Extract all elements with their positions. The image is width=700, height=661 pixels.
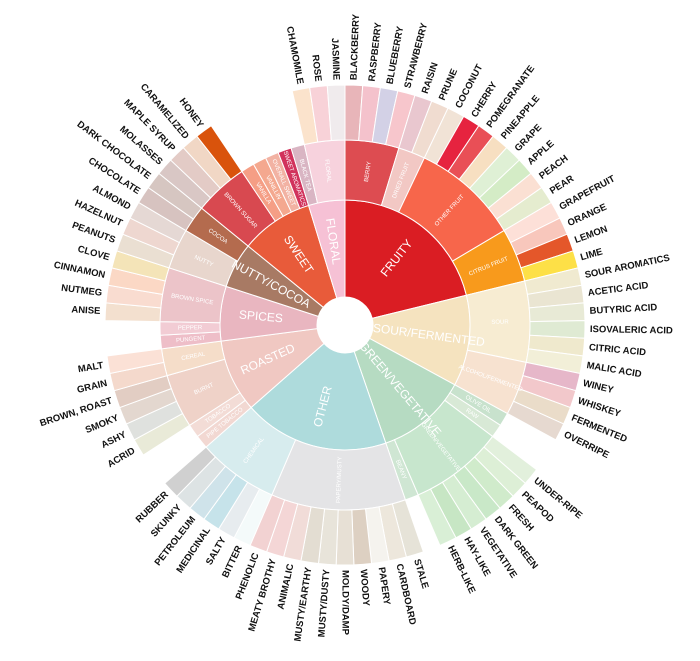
flavor-label: PAPERY — [376, 567, 393, 607]
flavor-bar — [335, 509, 355, 566]
flavor-label: NUTMEG — [61, 283, 103, 299]
flavor-bar — [326, 84, 346, 142]
flavor-label: ANIMALIC — [276, 563, 297, 611]
flavor-label: CINNAMON — [53, 260, 107, 281]
flavor-label: ACRID — [106, 445, 138, 470]
flavor-label: WINEY — [582, 378, 616, 396]
subcategory-label: BERRY — [364, 161, 373, 182]
flavor-label: ANISE — [71, 304, 101, 317]
flavor-label: STALE — [411, 558, 430, 590]
flavor-label: JASMINE — [329, 38, 342, 81]
flavor-label: MUSTY/DUSTY — [316, 568, 332, 637]
subcategory-label: PUNGENT — [176, 336, 206, 345]
flavor-label: RASPBERRY — [367, 21, 385, 82]
flavor-label: CLOVE — [76, 244, 110, 264]
flavor-label: GRAIN — [76, 378, 108, 396]
subcategory-label: SOUR — [491, 320, 509, 326]
category-label: FLORAL — [323, 217, 344, 266]
flavor-label: ACETIC ACID — [587, 280, 649, 299]
flavor-label: BLUEBERRY — [385, 25, 407, 85]
flavor-label: MOLDY/DAMP — [339, 570, 350, 636]
flavor-label: MUSTY/EARTHY — [292, 566, 314, 642]
flavor-label: BLACKBERRY — [349, 13, 362, 80]
flavor-label: RAISIN — [420, 61, 441, 95]
subcategory-label: CEREAL — [181, 351, 206, 362]
category-label: SPICES — [238, 307, 283, 325]
flavor-label: BUTYRIC ACID — [589, 302, 657, 317]
flavor-label: CITRIC ACID — [588, 342, 646, 358]
subcategory-label: PEPPER — [178, 325, 203, 331]
flavor-label: ASHY — [100, 429, 129, 451]
flavor-label: PEAR — [548, 173, 576, 197]
flavor-label: LEMON — [573, 224, 609, 246]
flavor-label: LIME — [579, 246, 604, 263]
flavor-label: BITTER — [220, 544, 245, 580]
flavor-label: CHAMOMILE — [284, 26, 306, 86]
flavor-label: WOODY — [358, 569, 372, 607]
flavor-label: ROSE — [309, 54, 323, 82]
flavor-label: MALT — [77, 360, 104, 375]
flavor-label: MALIC ACID — [586, 360, 643, 380]
flavor-label: ISOVALERIC ACID — [590, 324, 673, 337]
subcategory-label: FLORAL — [323, 159, 332, 184]
subcategory-label: PAPERY/MUSTY — [336, 457, 344, 504]
flavor-label: CARDBOARD — [394, 563, 418, 626]
